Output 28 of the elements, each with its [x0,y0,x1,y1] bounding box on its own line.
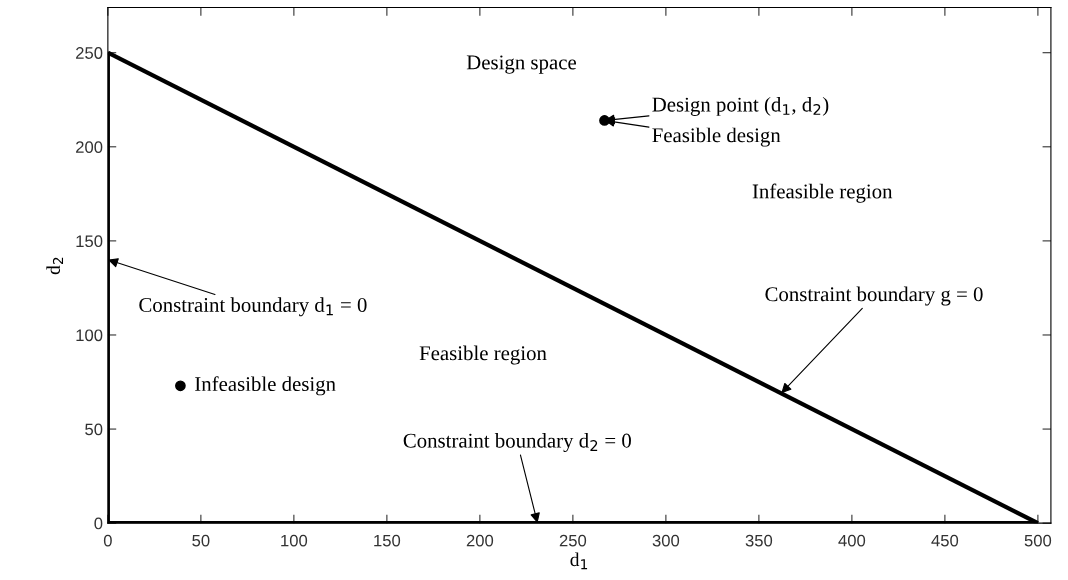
x-tick-label: 400 [838,534,866,547]
x-tick-label: 200 [466,534,494,547]
annotation: Design space [466,55,576,74]
y-tick-label: 200 [76,141,103,153]
y-tick-label: 50 [85,423,103,436]
x-tick-label: 450 [931,534,959,547]
annotation: Constraint boundary d$_{1}$ = 0 [139,297,367,317]
annotation: Feasible design [652,127,781,147]
x-tick-label: 300 [652,534,680,547]
annotation: Design point (d$_{1}$, d$_{2}$) [652,96,829,116]
annotation: Constraint boundary d$_{2}$ = 0 [403,433,631,452]
x-tick-label: 150 [374,534,401,547]
annotation: Constraint boundary g = 0 [765,286,983,306]
annotation: Infeasible region [752,183,893,203]
x-tick-label: 0 [103,534,112,547]
x-tick-label: 500 [1024,534,1052,547]
y-tick-label: 100 [76,329,103,342]
y-tick-label: 0 [94,517,103,530]
y-tick-label: 150 [76,235,103,248]
y-tick-label: 250 [76,47,103,59]
x-tick-label: 100 [281,534,308,547]
annotation: Infeasible design [195,376,336,396]
x-tick-label: 350 [745,534,773,547]
x-tick-label: 250 [559,534,587,547]
y-axis-title: d$_{2}$ [46,257,64,275]
x-tick-label: 50 [192,534,210,547]
x-axis-title: d$_{1}$ [570,552,588,570]
annotation: Feasible region [419,345,547,365]
